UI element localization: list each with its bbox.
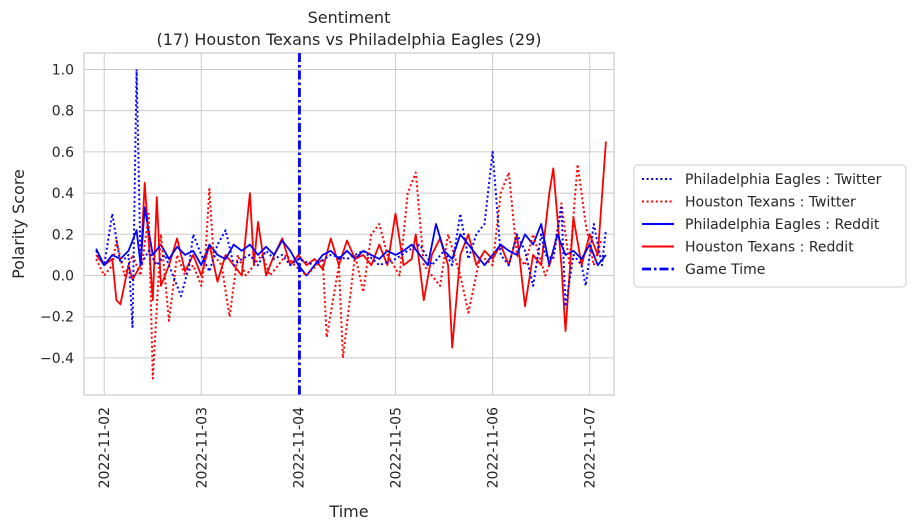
x-axis-ticks: 2022-11-02 2022-11-03 2022-11-04 2022-11-05…: [97, 407, 598, 488]
y-tick-label: 0.6: [52, 145, 74, 161]
y-tick-label: 1.0: [52, 62, 74, 78]
x-tick-label: 2022-11-04: [291, 407, 307, 488]
x-tick-label: 2022-11-02: [97, 407, 113, 488]
chart-title: Sentiment: [308, 8, 391, 27]
legend-label-3: Houston Texans : Reddit: [685, 240, 854, 256]
legend-label-0: Philadelphia Eagles : Twitter: [685, 172, 882, 188]
series-line-3: [95, 141, 607, 349]
chart-subtitle: (17) Houston Texans vs Philadelphia Eagl…: [156, 30, 541, 49]
legend-label-1: Houston Texans : Twitter: [685, 195, 856, 211]
legend-label-2: Philadelphia Eagles : Reddit: [685, 217, 880, 233]
y-tick-label: 0.0: [52, 269, 74, 285]
y-tick-label: −0.2: [40, 310, 74, 326]
series-line-2: [95, 206, 607, 277]
plot-area: [83, 52, 615, 396]
series-line-0: [95, 68, 607, 328]
x-tick-label: 2022-11-06: [486, 407, 502, 488]
y-tick-label: 0.4: [52, 186, 74, 202]
x-tick-label: 2022-11-07: [583, 407, 599, 488]
series-lines: [95, 68, 607, 380]
x-tick-label: 2022-11-03: [194, 407, 210, 488]
y-tick-label: −0.4: [40, 351, 74, 367]
y-tick-label: 0.2: [52, 227, 74, 243]
plot-frame: [83, 52, 615, 396]
legend-entries: Philadelphia Eagles : Twitter Houston Tex…: [642, 172, 882, 278]
x-tick-label: 2022-11-05: [389, 407, 405, 488]
x-axis-label: Time: [328, 502, 368, 521]
legend-label-4: Game Time: [685, 262, 765, 278]
legend: Philadelphia Eagles : Twitter Houston Tex…: [633, 164, 907, 288]
y-tick-label: 0.8: [52, 104, 74, 120]
y-axis-ticks: 1.0 0.8 0.6 0.4 0.2 0.0 −0.2 −0.4: [40, 62, 74, 366]
y-axis-label: Polarity Score: [9, 169, 28, 279]
legend-box: [633, 164, 907, 288]
